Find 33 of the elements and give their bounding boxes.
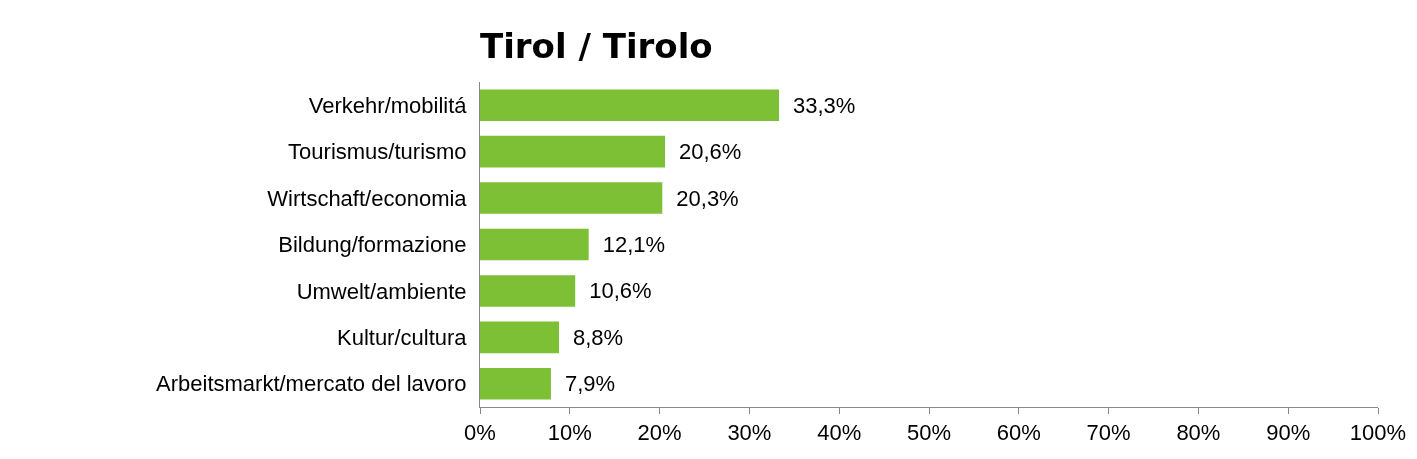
y-tick-label: Bildung/formazione [278,232,467,258]
bar [480,368,551,400]
x-tick-label: 20% [637,420,682,446]
bar [480,275,576,307]
x-tick-label: 90% [1266,420,1311,446]
bar [480,321,560,354]
data-label: 12,1% [591,232,666,257]
chart-title: Tirol / Tirolo [480,25,713,66]
data-label: 7,9% [553,371,616,397]
bar [480,135,665,168]
x-tick-label: 100% [1349,420,1407,446]
x-tick-label: 40% [817,420,862,446]
x-tick-label: 10% [547,420,592,446]
x-tick-label: 50% [906,420,952,446]
bar [480,89,780,121]
x-tick-label: 80% [1176,420,1221,446]
x-tick-label: 60% [996,420,1041,446]
y-tick-label: Tourismus/turismo [288,139,467,165]
x-tick-label: 70% [1086,420,1131,446]
data-label: 33,3% [782,92,856,118]
data-label: 8,8% [562,324,624,350]
y-tick-label: Kultur/cultura [336,325,468,351]
y-tick-label: Verkehr/mobilitá [308,92,468,118]
data-label: 20,3% [665,185,739,211]
data-label: 20,6% [667,139,742,165]
y-tick-label: Umwelt/ambiente [296,278,467,304]
y-tick-label: Wirtschaft/economia [267,185,468,211]
y-tick-label: Arbeitsmarkt/mercato del lavoro [156,371,467,397]
bar [480,182,663,214]
x-tick-label: 30% [727,420,772,446]
x-tick-label: 0% [464,420,496,446]
data-label: 10,6% [578,278,652,304]
bar [480,228,589,261]
